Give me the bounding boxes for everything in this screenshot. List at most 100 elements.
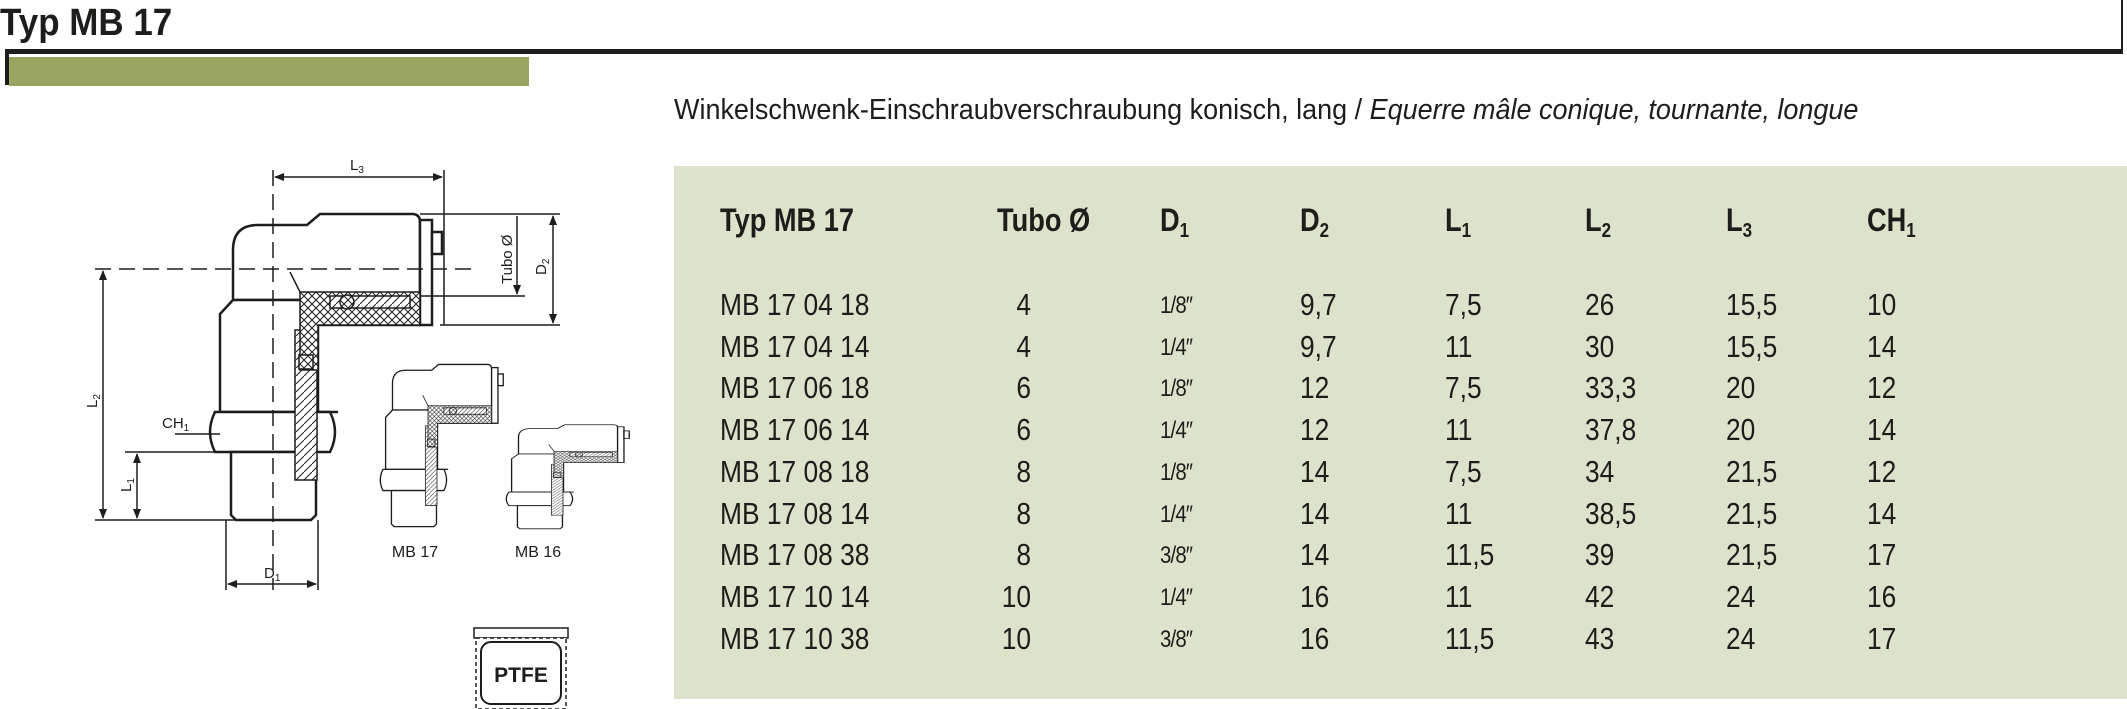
- cell-l3: 20: [1726, 412, 1756, 448]
- description-german: Winkelschwenk-Einschraubverschraubung ko…: [674, 94, 1370, 126]
- dim-label-l1: L1: [118, 478, 137, 492]
- dim-label-d2: D2: [533, 258, 552, 275]
- dim-label-ch1: CH1: [162, 415, 190, 434]
- cell-tube-diameter: 10: [1001, 578, 1031, 614]
- column-header-d1: D1: [1160, 202, 1189, 243]
- cell-d2: 9,7: [1300, 328, 1337, 364]
- cell-d2: 12: [1300, 370, 1330, 406]
- cell-type: MB 17 10 38: [720, 620, 870, 656]
- cell-l2: 37,8: [1585, 412, 1637, 448]
- cell-l3: 21,5: [1726, 453, 1778, 489]
- cell-l3: 20: [1726, 370, 1756, 406]
- header-rule-left-tick: [5, 49, 9, 85]
- page-title: Typ MB 17: [0, 2, 173, 44]
- product-description: Winkelschwenk-Einschraubverschraubung ko…: [674, 94, 1858, 127]
- column-header-subscript: 1: [1461, 220, 1472, 242]
- column-header-subscript: 1: [1179, 220, 1190, 242]
- cell-tube-diameter: 10: [1001, 620, 1031, 656]
- cell-l2: 34: [1585, 453, 1615, 489]
- cell-type: MB 17 04 18: [720, 287, 870, 322]
- cell-ch1: 16: [1867, 578, 1897, 614]
- cell-d1: 1/4″: [1160, 500, 1193, 528]
- cell-l1: 7,5: [1445, 287, 1482, 322]
- cell-l2: 43: [1585, 620, 1615, 656]
- column-header-l1: L1: [1445, 202, 1471, 243]
- cell-l2: 39: [1585, 537, 1615, 573]
- cell-d1: 1/4″: [1160, 583, 1193, 611]
- cell-l2: 38,5: [1585, 495, 1637, 531]
- cell-d1: 1/4″: [1160, 333, 1193, 361]
- cell-type: MB 17 08 38: [720, 537, 870, 573]
- cell-l3: 15,5: [1726, 287, 1778, 322]
- cell-type: MB 17 06 18: [720, 370, 870, 406]
- variant-label-mb17: MB 17: [392, 544, 438, 561]
- dimension-lines: [95, 170, 560, 590]
- cell-tube-diameter: 6: [1016, 370, 1031, 406]
- cell-l2: 33,3: [1585, 370, 1637, 406]
- column-header-d2: D2: [1300, 202, 1329, 243]
- cell-ch1: 17: [1867, 537, 1897, 573]
- header-rule: [5, 49, 2123, 54]
- cell-l2: 26: [1585, 287, 1615, 322]
- cell-d1: 1/4″: [1160, 417, 1193, 445]
- cell-l3: 15,5: [1726, 328, 1778, 364]
- cell-tube-diameter: 8: [1016, 537, 1031, 573]
- cell-tube-diameter: 8: [1016, 453, 1031, 489]
- technical-drawing: L3 Tubo Ø D2 L2 CH1 L1 D1 MB 17 MB 16 PT…: [84, 157, 630, 709]
- cell-type: MB 17 08 18: [720, 453, 870, 489]
- dim-label-l3: L3: [350, 157, 364, 176]
- cell-l1: 11: [1445, 495, 1473, 531]
- column-header-l2: L2: [1585, 202, 1611, 243]
- cell-l1: 7,5: [1445, 370, 1482, 406]
- column-header-tube-diameter: Tubo Ø: [997, 202, 1090, 239]
- column-header-label: D: [1160, 202, 1180, 238]
- column-header-subscript: 2: [1319, 220, 1330, 242]
- column-header-label: L: [1585, 202, 1602, 238]
- cell-tube-diameter: 8: [1016, 495, 1031, 531]
- cell-l3: 24: [1726, 578, 1756, 614]
- dim-label-l2: L2: [84, 394, 103, 408]
- cell-l1: 11,5: [1445, 620, 1495, 656]
- cell-ch1: 10: [1867, 287, 1897, 322]
- column-header-subscript: 1: [1906, 220, 1916, 242]
- column-header-label: L: [1445, 202, 1462, 238]
- cell-l2: 42: [1585, 578, 1615, 614]
- cell-ch1: 14: [1867, 412, 1897, 448]
- cell-l1: 11: [1445, 412, 1473, 448]
- dim-label-d1: D1: [264, 565, 281, 584]
- cell-l1: 11,5: [1445, 537, 1495, 573]
- variant-label-mb16: MB 16: [515, 544, 561, 561]
- cell-d1: 3/8″: [1160, 542, 1193, 570]
- column-header-label: Typ MB 17: [720, 202, 855, 238]
- description-french: Equerre mâle conique, tournante, longue: [1369, 94, 1859, 126]
- column-header-subscript: 3: [1742, 220, 1753, 242]
- cell-l1: 7,5: [1445, 453, 1482, 489]
- dimensions-table: [674, 166, 2127, 699]
- cell-d2: 12: [1300, 412, 1330, 448]
- cell-ch1: 14: [1867, 328, 1897, 364]
- cell-d2: 14: [1300, 453, 1330, 489]
- cell-l3: 24: [1726, 620, 1756, 656]
- cell-l2: 30: [1585, 328, 1615, 364]
- cell-tube-diameter: 6: [1016, 412, 1031, 448]
- column-header-label: L: [1726, 202, 1743, 238]
- ptfe-label: PTFE: [494, 664, 548, 687]
- cell-l1: 11: [1445, 578, 1473, 614]
- cell-ch1: 14: [1867, 495, 1897, 531]
- cell-l3: 21,5: [1726, 537, 1778, 573]
- column-header-label: D: [1300, 202, 1320, 238]
- column-header-l3: L3: [1726, 202, 1752, 243]
- ptfe-seal-badge: PTFE: [473, 627, 569, 709]
- cell-d2: 9,7: [1300, 287, 1337, 322]
- cell-ch1: 17: [1867, 620, 1897, 656]
- cell-tube-diameter: 4: [1016, 287, 1031, 322]
- column-header-ch1: CH1: [1867, 202, 1916, 243]
- column-header-label: Tubo Ø: [997, 202, 1091, 238]
- cell-type: MB 17 06 14: [720, 412, 870, 448]
- cell-ch1: 12: [1867, 370, 1897, 406]
- variant-mb16-drawing: [505, 424, 630, 530]
- cell-tube-diameter: 4: [1016, 328, 1031, 364]
- header-rule-right-tick: [2121, 0, 2123, 54]
- column-header-label: CH: [1867, 202, 1907, 238]
- cell-type: MB 17 08 14: [720, 495, 870, 531]
